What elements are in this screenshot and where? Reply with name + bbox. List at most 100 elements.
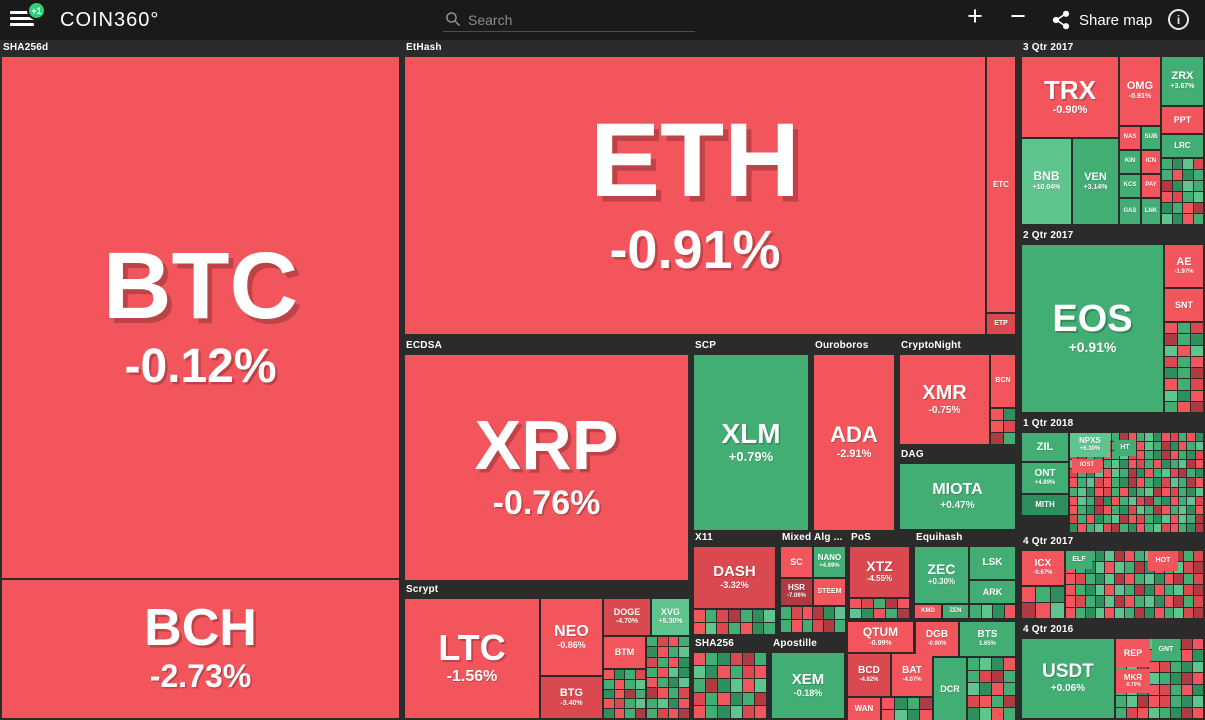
mini-tile[interactable] [730,692,742,705]
mini-tile[interactable] [1178,478,1187,487]
mini-tile[interactable] [1165,356,1177,367]
mini-tile[interactable] [1182,661,1192,673]
mini-tile[interactable] [1120,505,1128,514]
mini-tile[interactable] [1095,573,1105,584]
mini-tile[interactable] [1195,505,1203,514]
mini-tile[interactable] [1095,596,1105,607]
mini-tile[interactable] [679,708,689,718]
mini-tile[interactable] [625,670,635,679]
mini-tile[interactable] [1184,607,1194,618]
mini-tile[interactable] [625,679,635,689]
mini-tile[interactable] [1137,442,1145,451]
mini-tile[interactable] [668,637,679,647]
mini-tile[interactable] [991,409,1003,420]
mini-tile[interactable] [1195,523,1203,532]
mini-tile[interactable] [1128,478,1136,487]
mini-tile[interactable] [1095,496,1103,505]
mini-tile[interactable] [1127,661,1137,673]
tile-xlm[interactable]: XLM +0.79% [694,355,808,530]
mini-tile[interactable] [1103,496,1111,505]
mini-tile[interactable] [1149,707,1159,718]
mini-tile[interactable] [882,709,894,720]
mini-tile[interactable] [1195,469,1203,478]
mini-tile[interactable] [1178,514,1187,523]
mini-tile[interactable] [1066,584,1075,596]
mini-tile[interactable] [1171,661,1181,673]
mini-tile[interactable] [1187,496,1195,505]
mini-tile[interactable] [717,622,729,634]
mini-tile[interactable] [1183,159,1193,169]
mini-tile[interactable] [1145,496,1153,505]
mini-tile[interactable] [1193,684,1203,696]
mini-tile[interactable] [1022,587,1036,602]
mini-tile[interactable] [1178,433,1187,442]
mini-tile[interactable] [1193,673,1203,684]
mini-tile[interactable] [754,653,766,666]
mini-tile[interactable] [706,692,718,705]
mini-tile[interactable] [1191,323,1203,334]
mini-tile[interactable] [1050,603,1064,618]
mini-tile[interactable] [980,658,991,670]
mini-tile[interactable] [1154,607,1164,618]
tile-nano[interactable]: NANO +4.69% [814,547,845,577]
mini-tile[interactable] [679,657,689,667]
mini-tile[interactable] [980,708,991,720]
tile-xem[interactable]: XEM -0.18% [772,653,844,718]
mini-tile[interactable] [1178,442,1187,451]
mini-tile[interactable] [657,708,668,718]
tile-icn[interactable]: ICN [1142,151,1160,173]
mini-tile[interactable] [668,678,679,688]
mini-tile[interactable] [1086,478,1095,487]
mini-tile[interactable] [717,610,729,622]
mini-tile[interactable] [1191,345,1203,356]
mini-tile[interactable] [1003,421,1015,432]
mini-tile[interactable] [1128,487,1136,496]
mini-tile[interactable] [754,692,766,705]
mini-tile[interactable] [1171,684,1181,696]
mini-tile[interactable] [764,610,775,622]
mini-tile[interactable] [1111,496,1120,505]
mini-tile[interactable] [862,609,873,618]
mini-tile[interactable] [1184,573,1194,584]
mini-tile[interactable] [992,658,1003,670]
tile-bnb[interactable]: BNB +10.04% [1022,139,1071,224]
mini-tile[interactable] [752,622,764,634]
tile-sub[interactable]: SUB [1142,127,1160,149]
tile-hsr[interactable]: HSR -7.06% [781,579,812,605]
mini-tile[interactable] [635,689,645,699]
mini-tile[interactable] [1162,469,1170,478]
mini-tile[interactable] [718,679,730,692]
mini-tile[interactable] [1137,478,1145,487]
tile-neo[interactable]: NEO -0.86% [541,599,602,675]
mini-tile[interactable] [1194,573,1203,584]
tile-lrc[interactable]: LRC [1162,135,1203,157]
mini-tile[interactable] [679,637,689,647]
mini-tile[interactable] [1170,469,1178,478]
mini-tile[interactable] [1193,192,1203,202]
mini-tile[interactable] [1066,596,1075,607]
mini-tile[interactable] [1153,487,1162,496]
mini-tile[interactable] [718,692,730,705]
mini-tile[interactable] [1164,596,1174,607]
mini-tile[interactable] [1120,469,1128,478]
mini-tile[interactable] [742,666,754,679]
mini-tile[interactable] [647,698,657,708]
mini-tile[interactable] [1184,584,1194,596]
mini-tile[interactable] [882,698,894,709]
mini-tile[interactable] [1078,496,1086,505]
mini-tile[interactable] [1195,442,1203,451]
mini-tile[interactable] [1128,433,1136,442]
mini-tile[interactable] [1111,514,1120,523]
mini-tile[interactable] [920,698,932,709]
mini-tile[interactable] [862,599,873,608]
mini-tile[interactable] [802,620,813,632]
mini-tile[interactable] [781,620,791,632]
mini-tile[interactable] [1183,181,1193,191]
mini-tile[interactable] [1105,607,1115,618]
app-logo[interactable]: COIN360° [60,9,160,31]
tile-kin[interactable]: KIN [1120,151,1140,173]
tile-kmd[interactable]: KMD [915,605,941,618]
mini-tile[interactable] [1193,661,1203,673]
share-map-button[interactable]: Share map [1052,10,1152,30]
mini-tile[interactable] [1075,596,1085,607]
